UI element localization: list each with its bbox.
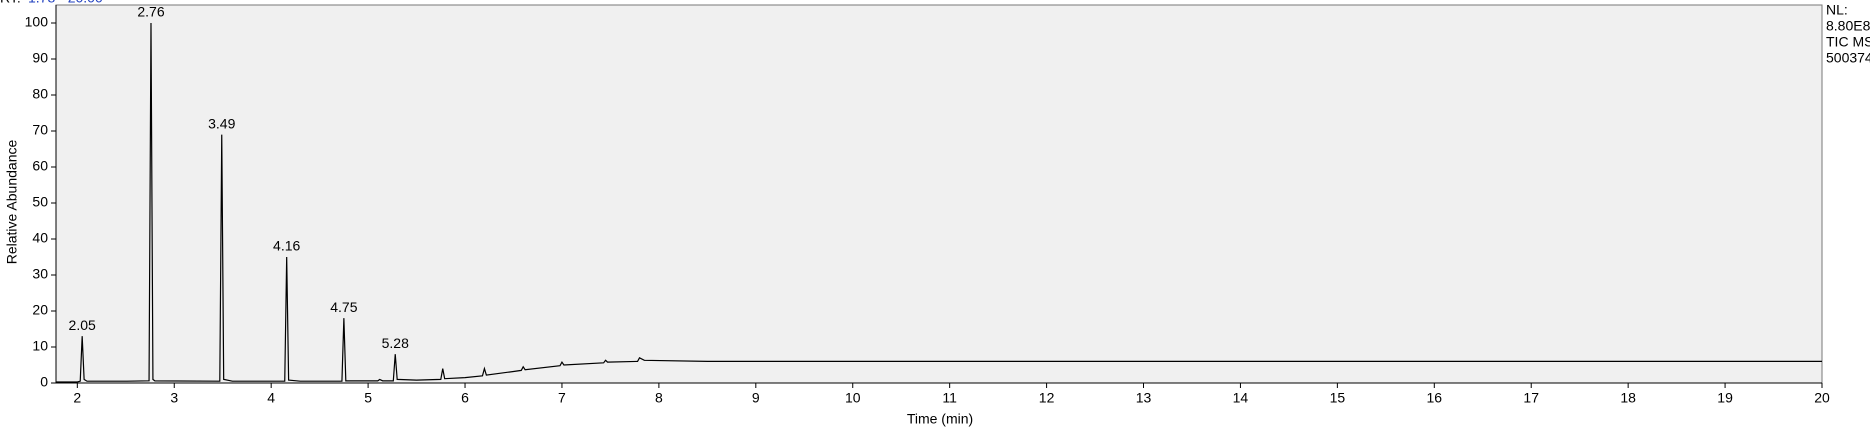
x-tick-label: 4 bbox=[267, 390, 275, 406]
y-tick-label: 10 bbox=[32, 338, 48, 354]
annotation: NL: bbox=[1826, 2, 1848, 18]
annotation: TIC MS bbox=[1826, 34, 1870, 50]
x-axis-label: Time (min) bbox=[907, 411, 973, 427]
x-tick-label: 8 bbox=[655, 390, 663, 406]
x-tick-label: 6 bbox=[461, 390, 469, 406]
x-tick-label: 16 bbox=[1427, 390, 1443, 406]
y-axis-label: Relative Abundance bbox=[4, 140, 20, 265]
y-tick-label: 80 bbox=[32, 86, 48, 102]
x-tick-label: 9 bbox=[752, 390, 760, 406]
trace bbox=[56, 22, 1822, 383]
x-tick-label: 15 bbox=[1330, 390, 1346, 406]
y-tick-label: 50 bbox=[32, 194, 48, 210]
peak-label: 5.28 bbox=[382, 335, 409, 351]
peak-label: 4.16 bbox=[273, 238, 300, 254]
rt-range: 1.78 - 20.00 bbox=[28, 0, 103, 6]
x-tick-label: 3 bbox=[170, 390, 178, 406]
x-tick-label: 12 bbox=[1039, 390, 1055, 406]
rt-label: RT: bbox=[0, 0, 21, 6]
y-tick-label: 0 bbox=[40, 374, 48, 390]
x-tick-label: 18 bbox=[1620, 390, 1636, 406]
y-tick-label: 90 bbox=[32, 50, 48, 66]
x-tick-label: 20 bbox=[1814, 390, 1830, 406]
annotation: 8.80E8 bbox=[1826, 18, 1870, 34]
x-tick-label: 11 bbox=[942, 390, 957, 406]
x-tick-label: 2 bbox=[73, 390, 81, 406]
y-tick-label: 30 bbox=[32, 266, 48, 282]
peak-label: 2.05 bbox=[69, 317, 96, 333]
annotation: 500374 bbox=[1826, 50, 1870, 66]
y-tick-label: 100 bbox=[25, 14, 49, 30]
peak-label: 3.49 bbox=[208, 115, 235, 131]
y-tick-label: 70 bbox=[32, 122, 48, 138]
x-tick-label: 17 bbox=[1523, 390, 1539, 406]
y-tick-label: 40 bbox=[32, 230, 48, 246]
y-tick-label: 60 bbox=[32, 158, 48, 174]
y-tick-label: 20 bbox=[32, 302, 48, 318]
x-tick-label: 7 bbox=[558, 390, 566, 406]
x-tick-label: 14 bbox=[1233, 390, 1249, 406]
x-tick-label: 10 bbox=[845, 390, 861, 406]
x-tick-label: 5 bbox=[364, 390, 372, 406]
x-tick-label: 19 bbox=[1717, 390, 1733, 406]
peak-label: 2.76 bbox=[137, 4, 164, 20]
x-tick-label: 13 bbox=[1136, 390, 1152, 406]
plot-area bbox=[55, 4, 1823, 384]
peak-label: 4.75 bbox=[330, 299, 357, 315]
